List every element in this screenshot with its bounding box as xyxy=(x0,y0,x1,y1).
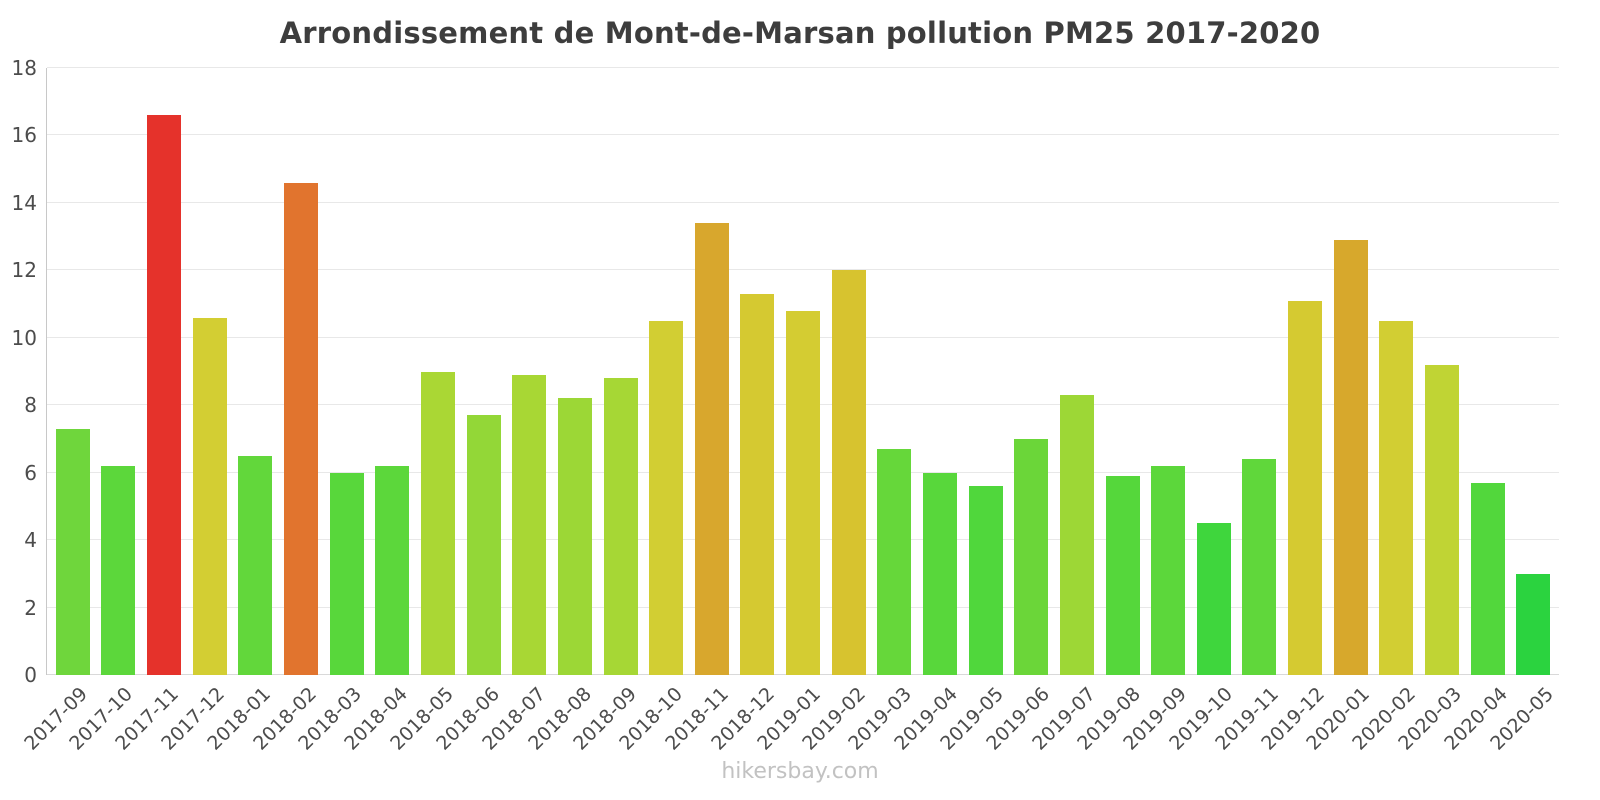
bar-2017-10 xyxy=(101,465,136,675)
bar-2019-09 xyxy=(1151,465,1186,675)
y-tick-label: 10 xyxy=(11,325,37,350)
bar-2020-02 xyxy=(1379,320,1414,675)
bar-slot xyxy=(1100,68,1146,675)
bar-2019-10 xyxy=(1196,523,1231,675)
bar-slot xyxy=(689,68,735,675)
gridline xyxy=(47,134,1559,136)
y-tick-label: 8 xyxy=(24,393,37,418)
bars xyxy=(47,68,1559,675)
bar-slot xyxy=(1237,68,1283,675)
bar-slot xyxy=(872,68,918,675)
gridline xyxy=(47,201,1559,203)
bar-2019-05 xyxy=(968,486,1003,675)
bar-slot xyxy=(1008,68,1054,675)
y-tick-label: 0 xyxy=(24,663,37,687)
bar-slot xyxy=(1054,68,1100,675)
bar-slot xyxy=(735,68,781,675)
bar-2019-08 xyxy=(1105,476,1140,675)
y-tick-label: 18 xyxy=(11,56,37,80)
bar-slot xyxy=(1191,68,1237,675)
bar-2019-12 xyxy=(1288,300,1323,675)
bar-slot xyxy=(369,68,415,675)
bar-2020-01 xyxy=(1333,239,1368,675)
bar-2019-11 xyxy=(1242,459,1277,675)
bar-slot xyxy=(780,68,826,675)
bar-slot xyxy=(1328,68,1374,675)
chart-title: Arrondissement de Mont-de-Marsan polluti… xyxy=(279,16,1321,50)
bar-slot xyxy=(643,68,689,675)
bar-2018-05 xyxy=(420,371,455,675)
bar-2017-09 xyxy=(55,428,90,675)
bar-2020-04 xyxy=(1470,482,1505,675)
bar-2018-07 xyxy=(512,374,547,675)
bar-2018-10 xyxy=(649,320,684,675)
bar-2018-01 xyxy=(238,455,273,675)
bar-slot xyxy=(461,68,507,675)
bar-2018-08 xyxy=(557,398,592,675)
bar-2018-12 xyxy=(740,293,775,675)
y-tick-label: 4 xyxy=(24,528,37,553)
y-tick-label: 2 xyxy=(24,595,37,620)
bar-2020-05 xyxy=(1516,573,1551,675)
bar-2017-11 xyxy=(147,115,182,675)
bar-slot xyxy=(1282,68,1328,675)
bar-slot xyxy=(96,68,142,675)
bar-2018-11 xyxy=(694,223,729,675)
bar-2018-04 xyxy=(375,465,410,675)
bar-slot xyxy=(963,68,1009,675)
bar-2018-09 xyxy=(603,378,638,675)
plot-area: 0 2 4 6 8 10 12 14 16 18 xyxy=(12,56,1559,687)
bar-slot xyxy=(233,68,279,675)
bar-slot xyxy=(1419,68,1465,675)
bar-2018-03 xyxy=(329,472,364,675)
bar-2018-02 xyxy=(284,182,319,675)
bar-slot xyxy=(917,68,963,675)
bar-2019-06 xyxy=(1014,438,1049,675)
bar-slot xyxy=(1374,68,1420,675)
y-tick-label: 16 xyxy=(11,123,37,148)
bar-2019-04 xyxy=(922,472,957,675)
bar-2017-12 xyxy=(192,317,227,675)
bar-slot xyxy=(278,68,324,675)
bar-slot xyxy=(1465,68,1511,675)
bar-2019-03 xyxy=(877,449,912,675)
bar-2020-03 xyxy=(1425,364,1460,675)
bar-slot xyxy=(141,68,187,675)
y-tick-label: 6 xyxy=(24,460,37,485)
bar-slot xyxy=(826,68,872,675)
bar-slot xyxy=(598,68,644,675)
watermark-hikersbay: hikersbay.com xyxy=(721,759,879,784)
gridline xyxy=(47,67,1559,68)
bar-2019-01 xyxy=(786,310,821,675)
bar-slot xyxy=(187,68,233,675)
bar-slot xyxy=(1511,68,1557,675)
bar-slot xyxy=(50,68,96,675)
bar-slot xyxy=(324,68,370,675)
bar-slot xyxy=(506,68,552,675)
gridline xyxy=(47,269,1559,271)
bar-2019-07 xyxy=(1059,395,1094,675)
y-tick-label: 14 xyxy=(11,190,37,215)
bar-slot xyxy=(552,68,598,675)
bar-slot xyxy=(1145,68,1191,675)
y-tick-label: 12 xyxy=(11,258,37,283)
bar-2019-02 xyxy=(831,270,866,675)
bar-2018-06 xyxy=(466,415,501,675)
bar-slot xyxy=(415,68,461,675)
